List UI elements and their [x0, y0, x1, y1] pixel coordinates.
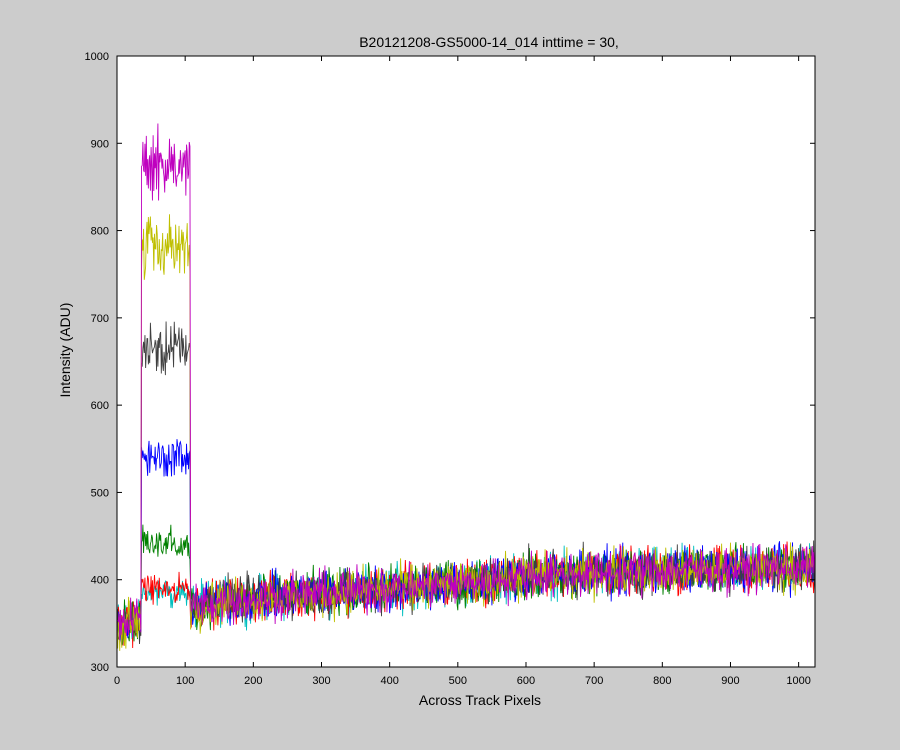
y-tick-label: 1000	[85, 51, 109, 63]
axes-box	[116, 55, 816, 668]
x-tick-label: 900	[721, 675, 739, 687]
chart-title: B20121208-GS5000-14_014 inttime = 30,	[359, 34, 619, 50]
x-tick-label: 100	[176, 675, 194, 687]
x-tick-label: 500	[449, 675, 467, 687]
x-tick-label: 600	[517, 675, 535, 687]
series-line-7	[117, 123, 816, 641]
y-tick-label: 600	[91, 400, 109, 412]
y-tick-label: 500	[91, 487, 109, 499]
x-tick-label: 1000	[786, 675, 810, 687]
y-tick-label: 800	[91, 226, 109, 238]
y-tick-label: 900	[91, 138, 109, 150]
x-tick-label: 200	[244, 675, 262, 687]
x-tick-label: 700	[585, 675, 603, 687]
y-tick-label: 400	[91, 575, 109, 587]
y-axis-title: Intensity (ADU)	[57, 303, 73, 398]
x-axis-title: Across Track Pixels	[419, 692, 541, 708]
x-tick-label: 300	[312, 675, 330, 687]
series-layer	[117, 123, 816, 651]
x-tick-label: 800	[653, 675, 671, 687]
x-tick-label: 400	[380, 675, 398, 687]
y-tick-label: 700	[91, 313, 109, 325]
x-tick-label: 0	[114, 675, 120, 687]
ticks-layer: 0 100 200 300 400 500 600 700 800 900 1000 300 400 50…	[85, 51, 815, 687]
y-tick-label: 300	[91, 662, 109, 674]
